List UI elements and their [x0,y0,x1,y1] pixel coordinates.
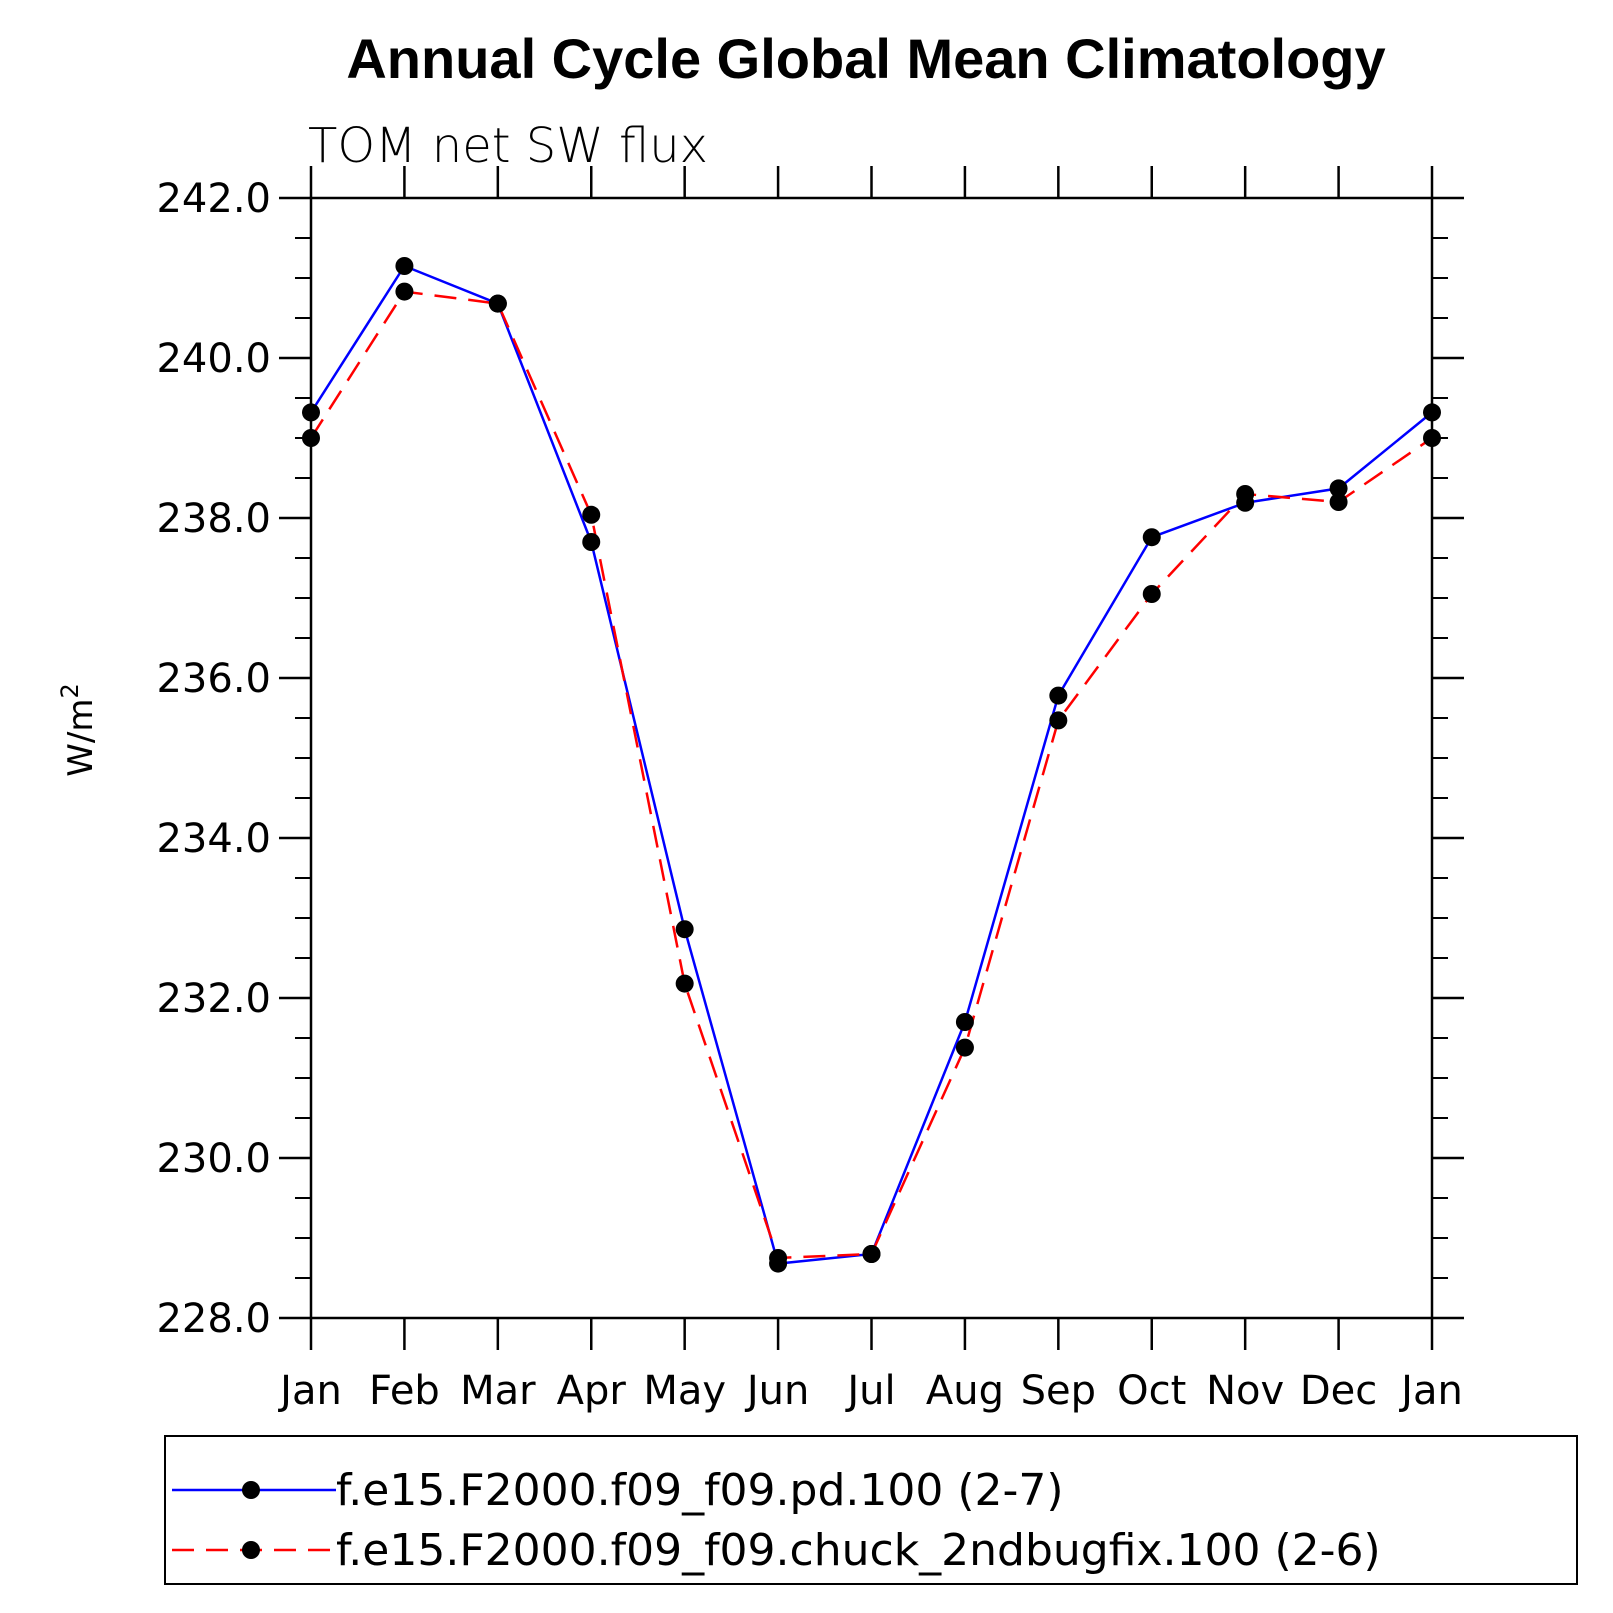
legend-label-2: f.e15.F2000.f09_f09.chuck_2ndbugfix.100 … [336,1525,1381,1576]
y-axis-label: W/m2 [56,683,101,776]
plot-frame [309,196,1434,1320]
y-tick-label: 238.0 [156,496,271,542]
x-tick-label: Jan [277,1368,342,1414]
data-point-series-1 [582,533,601,551]
data-point-series-2 [1423,429,1441,447]
series-line-1 [309,264,1433,1265]
data-point-series-1 [1049,686,1068,705]
chart-title: Annual Cycle Global Mean Climatology [346,27,1385,90]
data-point-series-2 [769,1249,788,1267]
data-point-series-2 [1329,493,1348,511]
data-point-series-1 [395,257,414,275]
legend-marker-2 [242,1541,260,1559]
data-point-series-2 [675,974,694,993]
data-point-series-2 [862,1245,881,1263]
data-point-series-2 [1236,485,1255,503]
x-tick-label: Feb [369,1368,440,1414]
data-point-series-1 [302,403,320,422]
x-tick-label: Mar [460,1368,536,1414]
legend: f.e15.F2000.f09_f09.pd.100 (2-7) f.e15.F2… [164,1435,1578,1585]
data-point-series-1 [675,920,694,939]
data-point-series-2 [488,294,507,313]
y-tick-label: 240.0 [156,336,271,382]
data-point-series-2 [955,1038,974,1057]
data-point-series-2 [1049,711,1068,730]
chart-subtitle: TOM net SW flux [308,118,708,174]
data-point-series-2 [395,282,414,301]
data-point-series-1 [955,1013,974,1031]
y-tick-label: 242.0 [156,176,271,222]
y-tick-label: 234.0 [156,816,271,862]
x-tick-label: Aug [926,1368,1004,1414]
legend-marker-1 [242,1481,260,1499]
x-tick-label: Nov [1206,1368,1284,1414]
data-point-series-1 [1423,403,1441,422]
x-tick-label: Jun [744,1368,810,1414]
x-tick-label: Oct [1117,1368,1186,1414]
series-layer [302,257,1441,1273]
y-tick-label: 230.0 [156,1136,271,1182]
data-point-series-1 [1329,479,1348,498]
y-tick-label: 228.0 [156,1296,271,1342]
legend-box [164,1435,1578,1585]
x-tick-label: Jul [844,1368,895,1414]
axes: 228.0 230.0 232.0 234.0 236.0 238.0 240.0 242.0… [156,166,1464,1414]
legend-label-1: f.e15.F2000.f09_f09.pd.100 (2-7) [336,1465,1064,1516]
x-tick-label: Apr [557,1368,627,1414]
data-point-series-1 [1142,528,1161,547]
y-tick-label: 232.0 [156,976,271,1022]
data-point-series-2 [1142,585,1161,603]
series-line-2 [309,290,1433,1260]
y-tick-label: 236.0 [156,656,271,702]
x-tick-label: Sep [1021,1368,1096,1414]
data-point-series-2 [302,429,320,447]
data-point-series-2 [582,505,601,524]
x-tick-label: May [643,1368,726,1414]
x-tick-label: Dec [1300,1368,1377,1414]
x-tick-label: Jan [1398,1368,1463,1414]
